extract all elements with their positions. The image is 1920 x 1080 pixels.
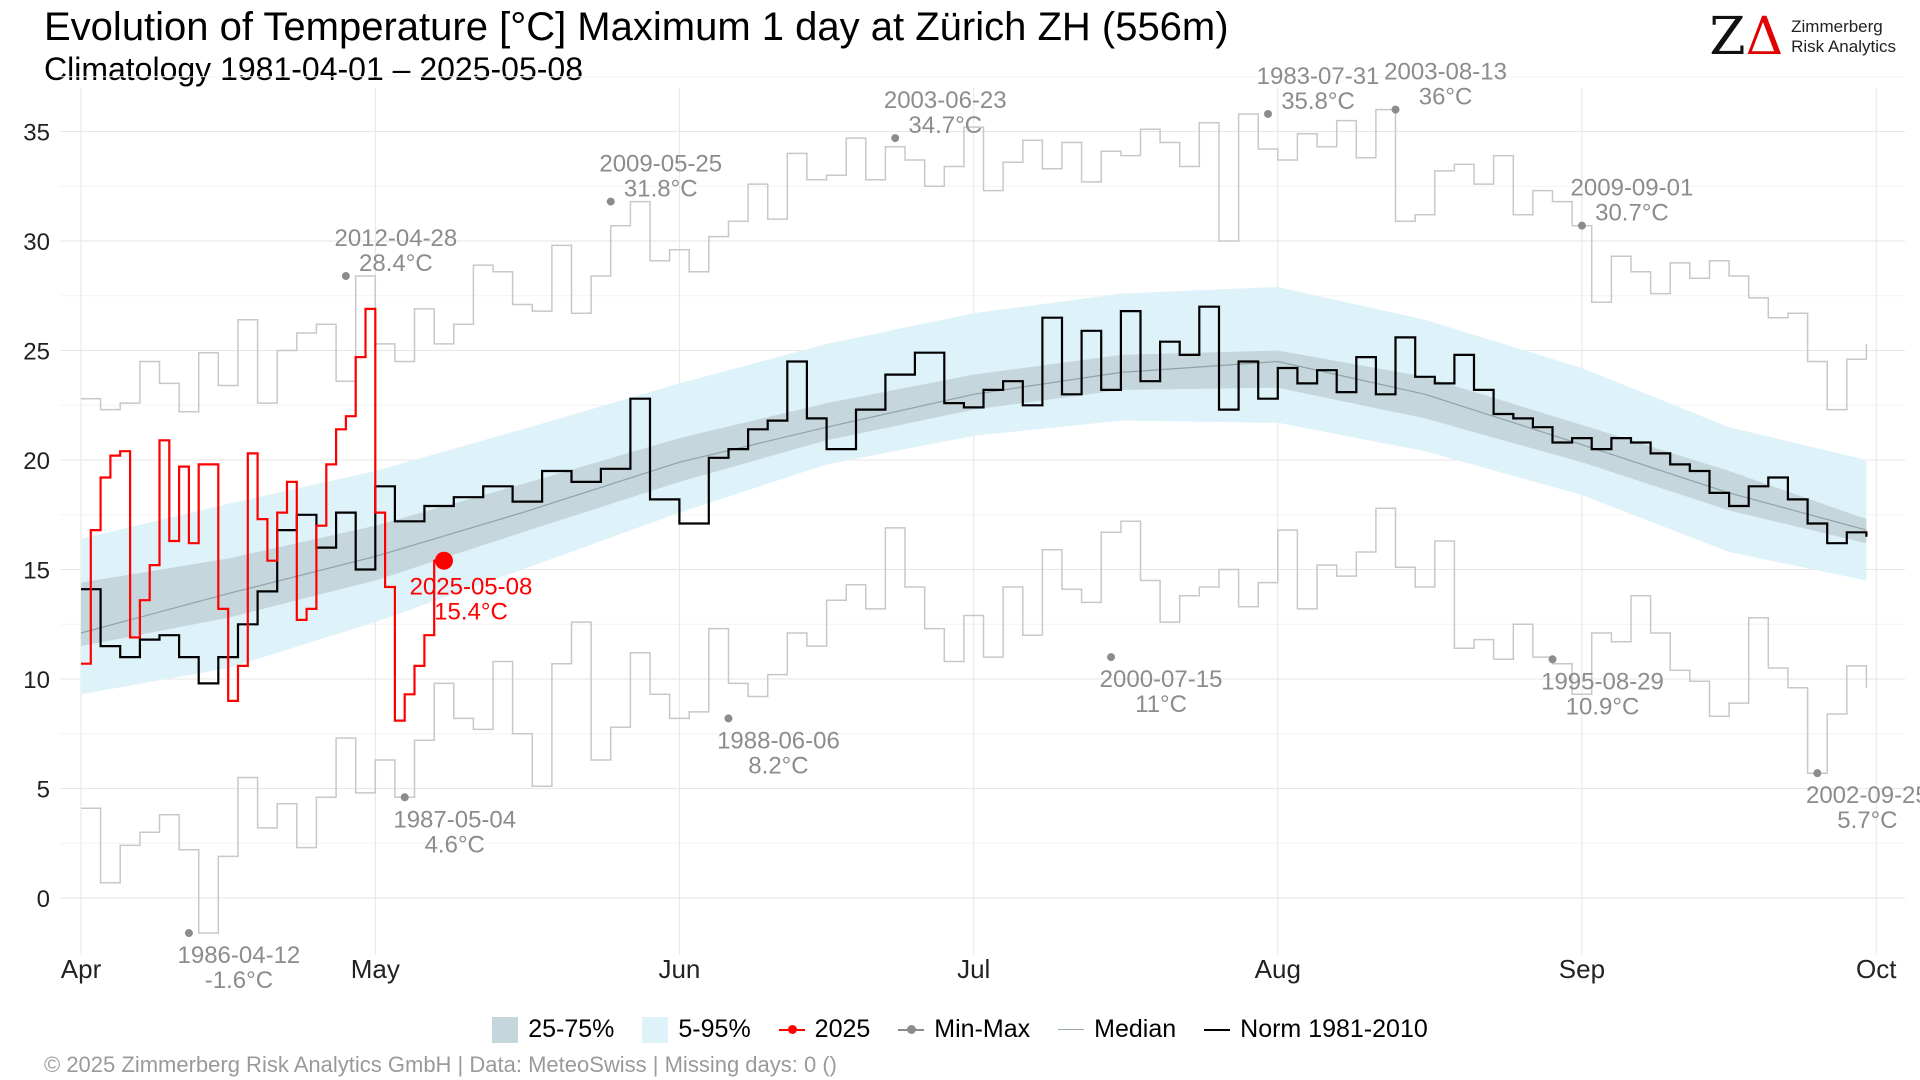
legend-key-min-max [898, 1017, 925, 1043]
record-min-value-label: 5.7°C [1837, 807, 1897, 834]
legend-label: Norm 1981-2010 [1240, 1015, 1428, 1043]
record-min-value-label: 10.9°C [1566, 693, 1640, 720]
record-max-point [1391, 105, 1400, 114]
min-series-line [81, 507, 1868, 934]
record-max-date-label: 2009-05-25 [599, 151, 722, 178]
record-min-point [184, 929, 193, 938]
legend-item-25-75: 25-75% [492, 1015, 614, 1044]
record-min-date-label: 1987-05-04 [393, 806, 516, 833]
record-max-point [606, 197, 615, 206]
logo-mark: ZΔ [1709, 11, 1783, 63]
logo-text: Zimmerberg Risk Analytics [1791, 17, 1896, 57]
legend-swatch-25-75 [492, 1016, 519, 1043]
legend-label: Median [1094, 1015, 1177, 1043]
x-tick-label: Jul [957, 954, 990, 984]
record-min-point [1107, 653, 1116, 662]
legend-item-min-max: Min-Max [898, 1015, 1030, 1044]
current-day-date-label: 2025-05-08 [410, 574, 533, 601]
record-max-date-label: 2003-06-23 [884, 87, 1007, 114]
y-tick-label: 35 [23, 120, 50, 147]
y-tick-label: 10 [23, 667, 50, 694]
record-max-value-label: 31.8°C [624, 176, 698, 203]
record-min-value-label: 11°C [1135, 691, 1187, 718]
y-tick-label: 15 [23, 558, 50, 585]
record-max-value-label: 36°C [1419, 84, 1473, 111]
record-min-date-label: 1995-08-29 [1541, 668, 1664, 695]
record-min-date-label: 1986-04-12 [178, 942, 301, 969]
legend-item-2025: 2025 [778, 1015, 871, 1044]
legend-label: 2025 [814, 1015, 871, 1043]
x-tick-label: Oct [1856, 954, 1897, 984]
record-max-value-label: 35.8°C [1281, 88, 1355, 115]
x-tick-label: Jun [658, 954, 700, 984]
current-day-point [434, 551, 453, 570]
record-max-value-label: 34.7°C [908, 112, 982, 139]
company-logo: ZΔ Zimmerberg Risk Analytics [1709, 10, 1896, 64]
y-tick-label: 25 [23, 339, 50, 366]
record-min-value-label: 8.2°C [748, 752, 808, 779]
record-max-date-label: 2012-04-28 [334, 225, 457, 252]
y-tick-label: 20 [23, 448, 50, 475]
record-min-point [400, 793, 409, 802]
legend-item-norm: Norm 1981-2010 [1204, 1015, 1428, 1044]
chart-subtitle: Climatology 1981-04-01 – 2025-05-08 [44, 51, 584, 87]
y-tick-label: 5 [37, 777, 50, 804]
legend-key-median [1058, 1017, 1085, 1043]
record-max-date-label: 2009-09-01 [1571, 175, 1694, 202]
x-tick-label: Aug [1255, 954, 1301, 984]
logo-line2: Risk Analytics [1791, 37, 1896, 56]
chart-grid [60, 76, 1905, 955]
current-day-value-label: 15.4°C [434, 599, 508, 626]
legend-label: Min-Max [934, 1015, 1031, 1043]
legend-key-norm [1204, 1017, 1231, 1043]
record-min-point [1548, 655, 1557, 664]
record-max-point [891, 134, 900, 143]
legend-label: 5-95% [678, 1015, 751, 1043]
record-min-value-label: -1.6°C [205, 967, 273, 994]
record-min-point [1813, 769, 1822, 778]
record-max-point [341, 272, 350, 281]
record-max-date-label: 2003-08-13 [1384, 59, 1507, 86]
record-min-date-label: 2002-09-25 [1806, 782, 1920, 809]
legend-label: 25-75% [528, 1015, 615, 1043]
chart-series [81, 108, 1868, 934]
chart-title: Evolution of Temperature [°C] Maximum 1 … [44, 5, 1229, 49]
legend-item-median: Median [1058, 1015, 1176, 1044]
record-min-date-label: 2000-07-15 [1100, 666, 1223, 693]
record-max-point [1264, 109, 1273, 118]
x-tick-label: Apr [61, 954, 102, 984]
logo-delta-icon: Δ [1745, 7, 1784, 67]
x-tick-label: Sep [1559, 954, 1605, 984]
record-max-value-label: 30.7°C [1595, 200, 1669, 227]
record-max-point [1577, 221, 1586, 230]
y-tick-label: 30 [23, 229, 50, 256]
record-max-value-label: 28.4°C [359, 250, 433, 277]
legend-item-5-95: 5-95% [642, 1015, 751, 1044]
record-min-date-label: 1988-06-06 [717, 727, 840, 754]
footer-credits: © 2025 Zimmerberg Risk Analytics GmbH | … [44, 1052, 837, 1077]
chart-axes: 0 5 10 15 20 25 30 35 Apr May Jun Jul Aug Sep Oct [23, 120, 1897, 985]
norm-1981-2010-line [81, 305, 1868, 685]
y-tick-label: 0 [37, 886, 50, 913]
chart-legend: 25-75% 5-95% 2025 Min-Max Median Norm 19… [0, 1015, 1920, 1044]
legend-swatch-5-95 [642, 1016, 669, 1043]
max-series-line [81, 108, 1868, 413]
record-min-point [724, 714, 733, 723]
record-max-date-label: 1983-07-31 [1257, 63, 1380, 90]
legend-key-2025 [778, 1017, 805, 1043]
x-tick-label: May [351, 954, 400, 984]
logo-line1: Zimmerberg [1791, 17, 1883, 36]
series-2025-line [81, 307, 444, 722]
logo-letter-z: Z [1709, 7, 1746, 67]
record-min-value-label: 4.6°C [425, 831, 485, 858]
